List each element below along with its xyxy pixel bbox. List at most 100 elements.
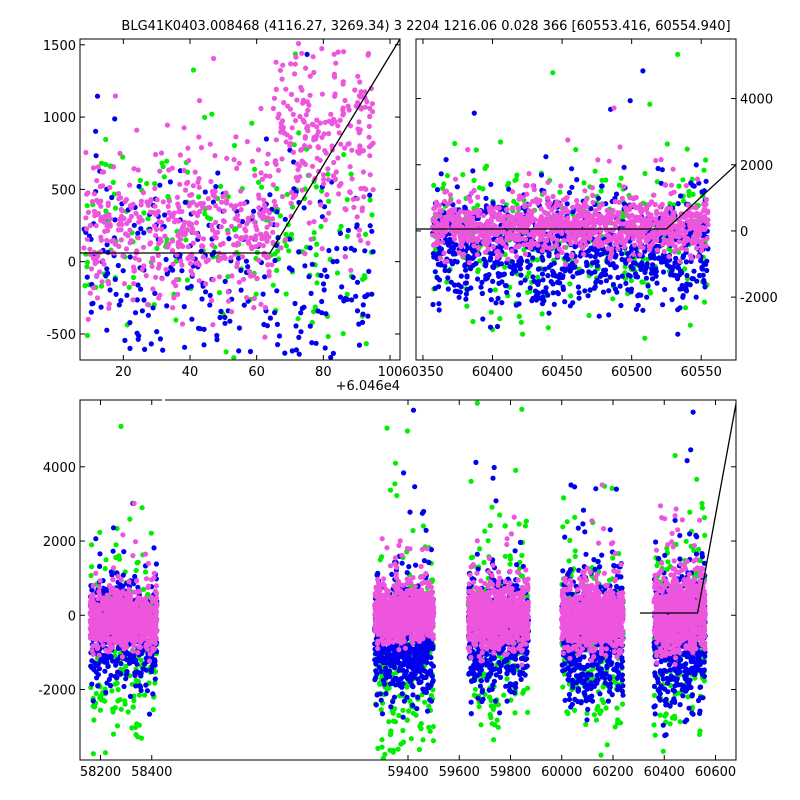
data-point-blue bbox=[517, 261, 524, 267]
data-point-pink bbox=[323, 150, 329, 156]
data-point-blue bbox=[593, 279, 599, 285]
data-point-blue bbox=[524, 258, 530, 264]
data-point-blue bbox=[499, 279, 505, 285]
data-point-green bbox=[418, 721, 424, 727]
data-point-pink bbox=[568, 241, 574, 247]
data-point-green bbox=[667, 721, 673, 727]
data-point-green bbox=[256, 179, 262, 185]
data-point-pink bbox=[190, 271, 196, 277]
data-point-pink bbox=[345, 103, 351, 109]
data-point-blue bbox=[274, 209, 280, 215]
data-point-pink bbox=[194, 202, 200, 208]
data-point-pink bbox=[225, 230, 231, 236]
data-point-pink bbox=[128, 213, 134, 220]
data-point-pink bbox=[315, 145, 322, 151]
data-point-pink bbox=[586, 213, 592, 219]
data-point-pink bbox=[84, 226, 90, 232]
data-point-pink bbox=[136, 257, 142, 263]
data-point-pink bbox=[270, 239, 276, 246]
data-point-green bbox=[581, 180, 587, 186]
data-point-blue bbox=[213, 184, 219, 190]
data-point-pink bbox=[473, 229, 479, 235]
data-point-pink bbox=[162, 233, 168, 239]
data-point-blue bbox=[436, 301, 442, 307]
data-point-pink bbox=[99, 169, 105, 175]
data-point-blue bbox=[540, 289, 546, 295]
data-point-blue bbox=[654, 280, 660, 286]
data-point-pink bbox=[231, 242, 237, 248]
data-point-pink bbox=[210, 322, 216, 328]
data-point-pink bbox=[485, 246, 491, 252]
data-point-pink bbox=[560, 207, 567, 213]
data-point-pink bbox=[692, 218, 698, 224]
data-point-pink bbox=[466, 209, 472, 215]
data-point-blue bbox=[370, 249, 376, 255]
data-point-pink bbox=[172, 219, 178, 225]
data-point-pink bbox=[215, 257, 221, 264]
data-point-pink bbox=[226, 298, 232, 304]
data-point-pink bbox=[157, 292, 163, 298]
data-point-pink bbox=[138, 202, 144, 208]
data-point-blue bbox=[527, 285, 533, 291]
data-point-green bbox=[694, 476, 700, 482]
data-point-green bbox=[379, 744, 385, 750]
data-point-pink bbox=[85, 316, 91, 322]
data-point-pink bbox=[574, 202, 581, 208]
data-point-pink bbox=[474, 236, 480, 242]
data-point-green bbox=[492, 287, 498, 293]
data-point-pink bbox=[329, 143, 335, 149]
x-offset-label: +6.046e4 bbox=[336, 379, 400, 394]
data-point-blue bbox=[618, 302, 624, 309]
data-point-blue bbox=[296, 334, 302, 340]
data-point-green bbox=[502, 553, 508, 559]
data-point-blue bbox=[538, 172, 545, 178]
data-point-pink bbox=[97, 183, 103, 190]
data-point-pink bbox=[99, 279, 105, 285]
data-point-blue bbox=[582, 288, 588, 294]
data-point-green bbox=[395, 746, 401, 752]
data-point-blue bbox=[529, 298, 535, 304]
data-point-pink bbox=[271, 198, 277, 204]
data-point-pink bbox=[651, 192, 657, 198]
data-point-pink bbox=[365, 240, 371, 246]
data-point-pink bbox=[638, 209, 645, 215]
data-point-pink bbox=[133, 210, 139, 216]
data-point-pink bbox=[311, 69, 317, 76]
data-point-blue bbox=[660, 302, 666, 308]
data-point-pink bbox=[362, 89, 368, 95]
data-point-blue bbox=[649, 276, 656, 282]
data-point-pink bbox=[342, 145, 348, 151]
data-point-pink bbox=[116, 191, 122, 197]
data-point-pink bbox=[630, 251, 636, 257]
data-point-blue bbox=[222, 278, 228, 284]
data-point-pink bbox=[638, 218, 644, 224]
data-point-blue bbox=[570, 274, 576, 280]
data-point-green bbox=[420, 737, 426, 743]
data-point-pink bbox=[293, 54, 299, 60]
data-point-blue bbox=[572, 264, 578, 270]
data-point-blue bbox=[185, 285, 191, 291]
data-point-pink bbox=[652, 201, 658, 208]
data-point-green bbox=[667, 201, 673, 207]
data-point-blue bbox=[134, 330, 140, 336]
data-point-green bbox=[400, 739, 407, 745]
data-point-green bbox=[148, 530, 154, 536]
data-point-blue bbox=[320, 281, 327, 287]
data-point-green bbox=[664, 141, 670, 147]
data-point-pink bbox=[509, 219, 515, 225]
data-point-blue bbox=[89, 658, 95, 664]
data-point-green bbox=[362, 231, 369, 237]
data-point-pink bbox=[522, 251, 529, 257]
data-point-pink bbox=[269, 262, 275, 268]
figure-title: BLG41K0403.008468 (4116.27, 3269.34) 3 2… bbox=[121, 19, 730, 34]
data-point-blue bbox=[262, 274, 268, 280]
data-point-pink bbox=[367, 153, 373, 159]
data-point-green bbox=[475, 269, 481, 275]
model-line bbox=[416, 164, 736, 230]
data-point-pink bbox=[301, 160, 307, 166]
data-point-pink bbox=[659, 201, 665, 208]
data-point-pink bbox=[298, 84, 304, 91]
data-point-blue bbox=[181, 304, 187, 310]
data-point-blue bbox=[516, 292, 522, 298]
data-point-pink bbox=[266, 210, 272, 216]
